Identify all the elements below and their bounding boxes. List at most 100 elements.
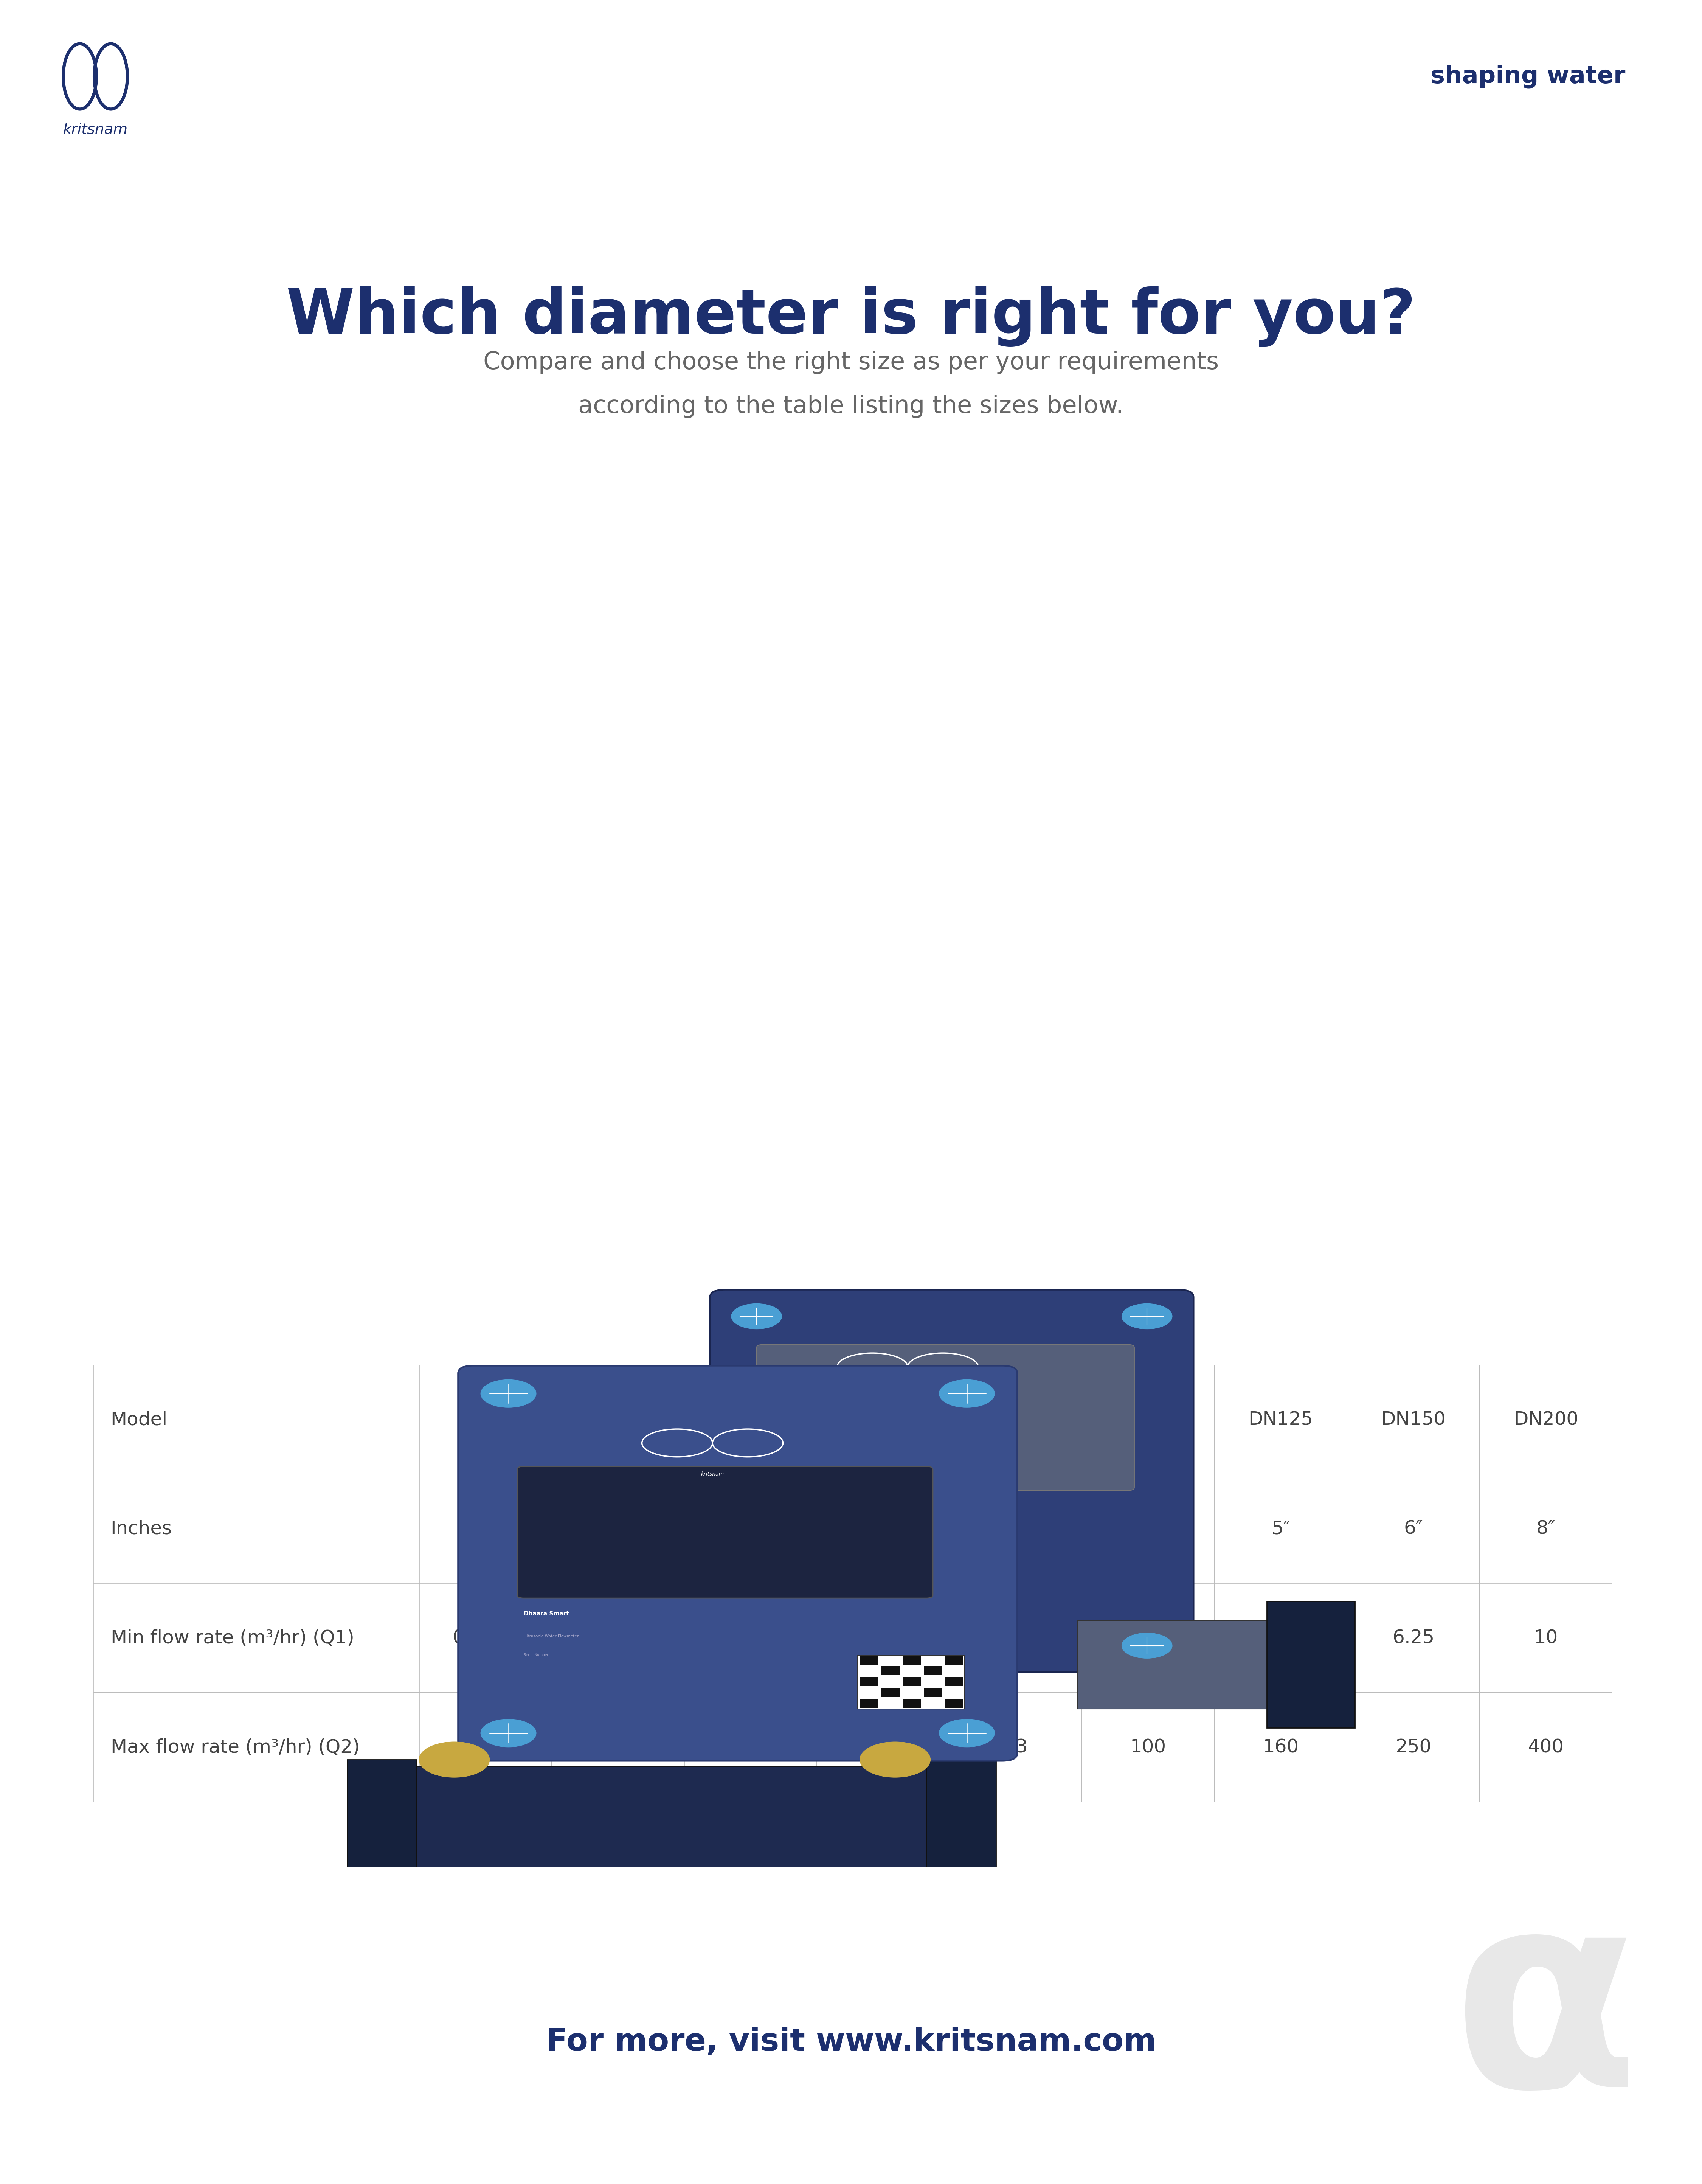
Bar [1346, 1693, 1479, 1802]
Circle shape [419, 1743, 490, 1778]
Bar [1266, 1601, 1355, 1728]
Circle shape [1122, 1634, 1173, 1658]
Bar [94, 1583, 419, 1693]
Text: Inches: Inches [111, 1520, 172, 1538]
Bar [417, 1865, 485, 1898]
Bar [860, 1699, 878, 1708]
Bar [1346, 1365, 1479, 1474]
Text: flowmeter: flowmeter [769, 1529, 790, 1533]
Text: For more, visit www.kritsnam.com: For more, visit www.kritsnam.com [546, 2027, 1156, 2057]
Bar [1215, 1693, 1346, 1802]
Bar [924, 1688, 943, 1697]
Bar [858, 1655, 965, 1708]
FancyBboxPatch shape [710, 1291, 1193, 1673]
FancyBboxPatch shape [458, 1365, 1018, 1760]
Text: 40: 40 [871, 1738, 895, 1756]
Bar [946, 1655, 963, 1664]
Text: DN100: DN100 [1117, 1411, 1181, 1428]
Bar [1082, 1583, 1215, 1693]
Text: Dhaara Smart: Dhaara Smart [769, 1507, 810, 1511]
Bar [1215, 1365, 1346, 1474]
Bar [882, 1666, 899, 1675]
Text: DN150: DN150 [1380, 1411, 1445, 1428]
Text: α: α [1452, 1880, 1639, 2145]
Bar [882, 1688, 899, 1697]
Text: 6.3: 6.3 [470, 1738, 500, 1756]
Circle shape [940, 1719, 994, 1747]
Circle shape [860, 1743, 931, 1778]
Bar [950, 1693, 1082, 1802]
Bar [926, 1760, 996, 1874]
Bar [551, 1474, 684, 1583]
Bar [419, 1474, 551, 1583]
Text: kritsnam: kritsnam [63, 122, 128, 138]
Bar [817, 1693, 950, 1802]
Bar [684, 1583, 817, 1693]
Text: 8″: 8″ [1537, 1520, 1556, 1538]
Bar [1082, 1693, 1215, 1802]
Bar [1479, 1474, 1612, 1583]
Bar [524, 1865, 592, 1898]
Bar [858, 1865, 926, 1898]
Text: 1: 1 [877, 1629, 888, 1647]
Bar [1479, 1693, 1612, 1802]
Text: 100: 100 [1130, 1738, 1166, 1756]
Text: 4″: 4″ [1139, 1520, 1157, 1538]
Text: 0.625: 0.625 [723, 1629, 778, 1647]
Text: shaping water: shaping water [1430, 66, 1625, 87]
Bar [946, 1699, 963, 1708]
Bar [902, 1677, 921, 1686]
Text: 16: 16 [606, 1738, 630, 1756]
Bar [946, 1677, 963, 1686]
Text: 5″: 5″ [1271, 1520, 1290, 1538]
Text: 25: 25 [739, 1738, 762, 1756]
Bar [684, 1693, 817, 1802]
Bar [751, 1865, 820, 1898]
Bar [1082, 1474, 1215, 1583]
Text: 250: 250 [1396, 1738, 1431, 1756]
Bar [860, 1677, 878, 1686]
Circle shape [480, 1719, 536, 1747]
Bar [551, 1365, 684, 1474]
Text: 0.400: 0.400 [591, 1629, 645, 1647]
Text: 160: 160 [1263, 1738, 1299, 1756]
Text: 2″: 2″ [740, 1520, 761, 1538]
Bar [950, 1583, 1082, 1693]
Circle shape [1122, 1304, 1173, 1328]
Text: according to the table listing the sizes below.: according to the table listing the sizes… [579, 395, 1123, 417]
Text: 2.5″: 2.5″ [865, 1520, 902, 1538]
Text: 4: 4 [1275, 1629, 1287, 1647]
Bar [1346, 1474, 1479, 1583]
Bar [1082, 1365, 1215, 1474]
Text: Compare and choose the right size as per your requirements: Compare and choose the right size as per… [483, 352, 1219, 373]
Bar [94, 1693, 419, 1802]
FancyBboxPatch shape [756, 1345, 1135, 1489]
Text: Dhaara Smart: Dhaara Smart [524, 1612, 568, 1616]
Text: 400: 400 [1528, 1738, 1564, 1756]
Text: 3″: 3″ [1006, 1520, 1025, 1538]
Text: kritsnam: kritsnam [701, 1472, 723, 1476]
Text: 0.1575: 0.1575 [453, 1629, 519, 1647]
Bar [1077, 1621, 1304, 1708]
Bar [551, 1583, 684, 1693]
Bar [94, 1474, 419, 1583]
Text: 1.575: 1.575 [989, 1629, 1043, 1647]
Text: Min flow rate (m³/hr) (Q1): Min flow rate (m³/hr) (Q1) [111, 1629, 354, 1647]
Text: DN80: DN80 [989, 1411, 1042, 1428]
Text: DN40: DN40 [592, 1411, 645, 1428]
Text: 10: 10 [1534, 1629, 1557, 1647]
Bar [1479, 1365, 1612, 1474]
Circle shape [940, 1380, 994, 1406]
Text: 63: 63 [1004, 1738, 1028, 1756]
Bar [817, 1365, 950, 1474]
Circle shape [732, 1304, 781, 1328]
Bar [1215, 1583, 1346, 1693]
Bar [419, 1693, 551, 1802]
Bar [902, 1655, 921, 1664]
Bar [950, 1365, 1082, 1474]
Text: DN25: DN25 [460, 1411, 512, 1428]
Text: Ultrasonic Water Flowmeter: Ultrasonic Water Flowmeter [524, 1634, 579, 1638]
Bar [94, 1365, 419, 1474]
Text: 2.5: 2.5 [1134, 1629, 1162, 1647]
Text: 1″: 1″ [477, 1520, 495, 1538]
